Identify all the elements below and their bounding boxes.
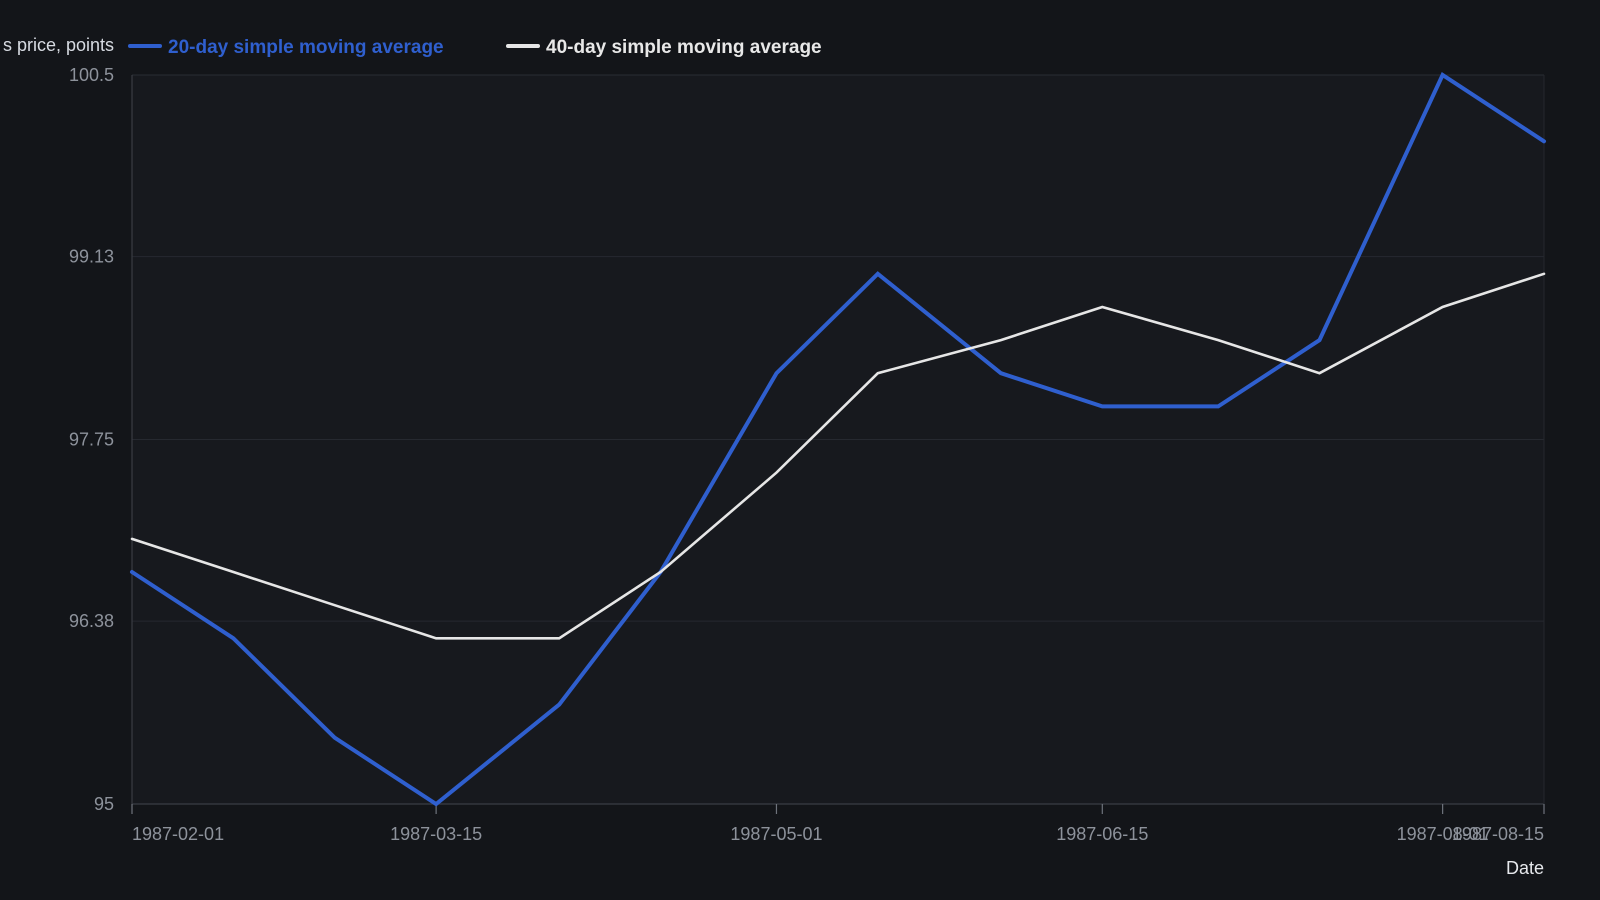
y-ticks: 100.5 99.13 97.75 96.38 95 xyxy=(69,65,114,814)
y-axis-label: s price, points xyxy=(3,35,114,55)
y-tick-label: 99.13 xyxy=(69,247,114,267)
y-tick-label: 97.75 xyxy=(69,430,114,450)
x-tick-label: 1987-05-01 xyxy=(730,824,822,844)
series-line-2 xyxy=(130,272,1546,640)
y-tick-label: 100.5 xyxy=(69,65,114,85)
legend-label: 40-day simple moving average xyxy=(546,37,822,58)
x-tick-label: 1987-08-15 xyxy=(1452,824,1544,844)
legend-label: 20-day simple moving average xyxy=(168,37,444,58)
x-tick-label: 1987-06-15 xyxy=(1056,824,1148,844)
series-layer xyxy=(130,72,1546,807)
legend: 20-day simple moving average 40-day simpl… xyxy=(128,37,822,58)
x-tick-label: 1987-02-01 xyxy=(132,824,224,844)
series-line-1 xyxy=(130,72,1546,807)
x-tick-label: 1987-03-15 xyxy=(390,824,482,844)
x-ticks: 1987-02-01 1987-03-15 1987-05-01 1987-06-15… xyxy=(131,804,1545,844)
x-tick-label: 1987-08-01 xyxy=(1397,824,1489,844)
x-axis-label: Date xyxy=(1506,858,1544,878)
grid-lines xyxy=(132,74,1544,622)
y-tick-label: 95 xyxy=(94,794,114,814)
y-tick-label: 96.38 xyxy=(69,611,114,631)
